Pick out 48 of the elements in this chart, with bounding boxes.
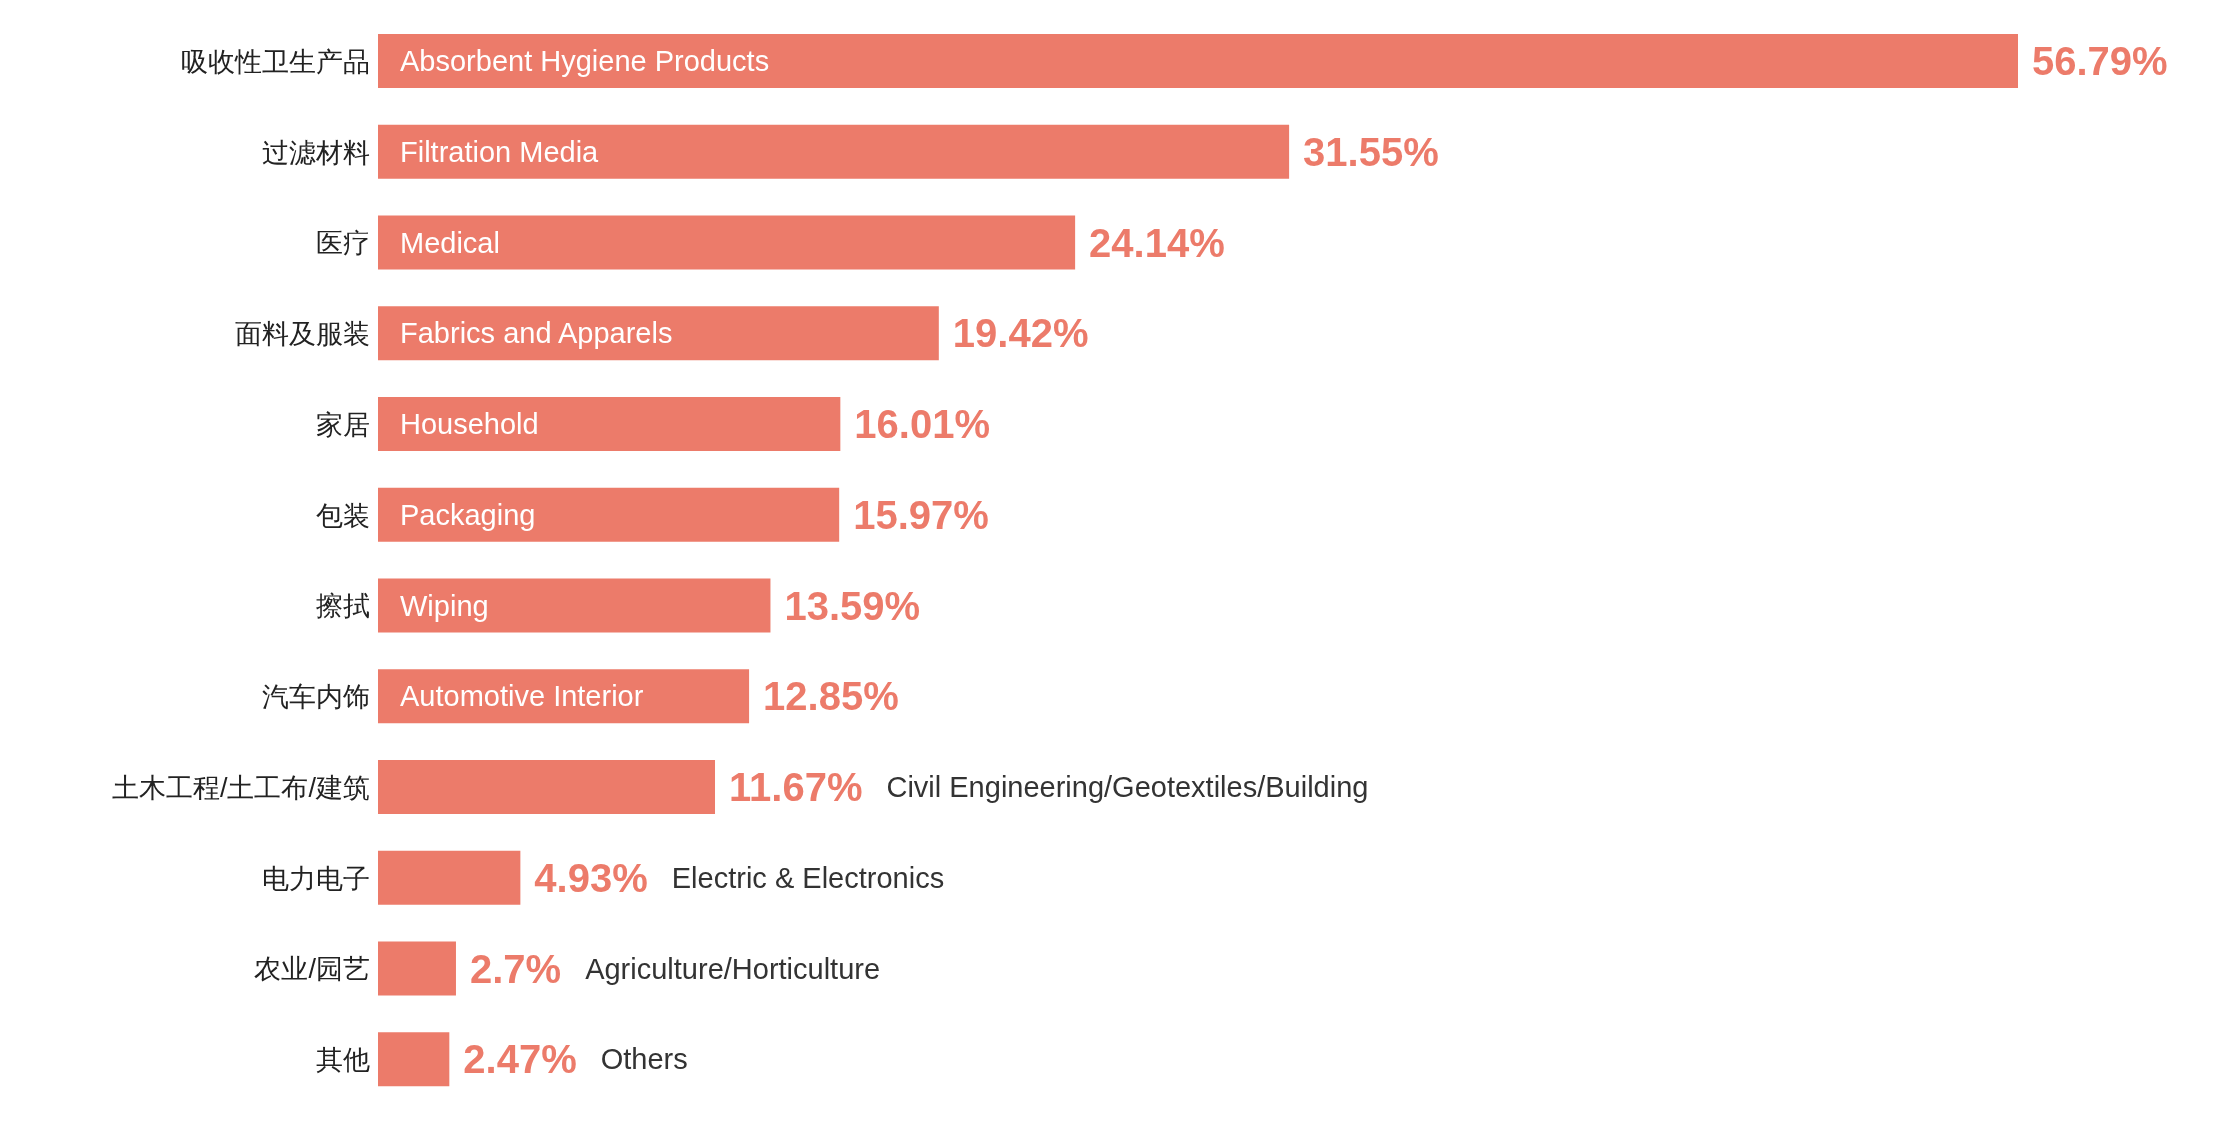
y-tick-label: 汽车内饰 <box>262 682 370 713</box>
bar <box>378 487 840 542</box>
data-label: 4.93% <box>534 855 648 900</box>
bar <box>378 760 716 814</box>
bar <box>378 306 939 361</box>
data-label: 12.85% <box>763 674 899 719</box>
annotation: Medical <box>400 226 500 259</box>
bar <box>378 850 521 905</box>
annotation: Absorbent Hygiene Products <box>400 45 770 77</box>
annotation: Civil Engineering/Geotextiles/Building <box>886 771 1369 803</box>
y-tick-label: 其他 <box>316 1045 370 1076</box>
y-tick-label: 电力电子 <box>262 863 370 894</box>
data-label: 11.67% <box>729 765 863 809</box>
y-tick-label: 擦拭 <box>316 591 370 622</box>
annotation: Automotive Interior <box>400 680 644 713</box>
y-tick-label: 吸收性卫生产品 <box>181 46 370 77</box>
data-label: 56.79% <box>2032 39 2168 83</box>
data-label: 2.7% <box>469 946 562 991</box>
bar <box>378 669 750 724</box>
bar <box>378 578 771 633</box>
annotation: Wiping <box>400 589 489 622</box>
data-label: 19.42% <box>952 311 1089 356</box>
y-tick-label: 土木工程/土工布/建筑 <box>111 772 370 803</box>
data-label: 16.01% <box>854 402 991 446</box>
data-label: 31.55% <box>1303 129 1439 174</box>
annotation: Others <box>600 1043 688 1076</box>
y-tick-label: 家居 <box>316 409 370 440</box>
y-tick-label: 包装 <box>316 500 370 531</box>
y-tick-label: 医疗 <box>316 228 370 259</box>
y-tick-label: 面料及服装 <box>235 319 370 350</box>
annotation: Agriculture/Horticulture <box>585 952 881 985</box>
annotation: Household <box>400 408 539 440</box>
bar <box>378 34 2018 88</box>
data-label: 24.14% <box>1089 220 1225 265</box>
bar <box>378 941 456 996</box>
annotation: Fabrics and Apparels <box>400 317 673 350</box>
y-tick-label: 农业/园艺 <box>254 954 370 985</box>
data-label: 2.47% <box>463 1037 577 1082</box>
data-label: 15.97% <box>853 492 989 537</box>
bar <box>378 215 1076 270</box>
annotation: Electric & Electronics <box>671 861 945 894</box>
bar <box>378 124 1290 179</box>
annotation: Filtration Media <box>400 135 600 168</box>
bar <box>378 1032 450 1087</box>
annotation: Packaging <box>400 498 536 531</box>
bar <box>378 397 841 451</box>
data-label: 13.59% <box>784 583 921 628</box>
y-tick-label: 过滤材料 <box>262 137 370 168</box>
